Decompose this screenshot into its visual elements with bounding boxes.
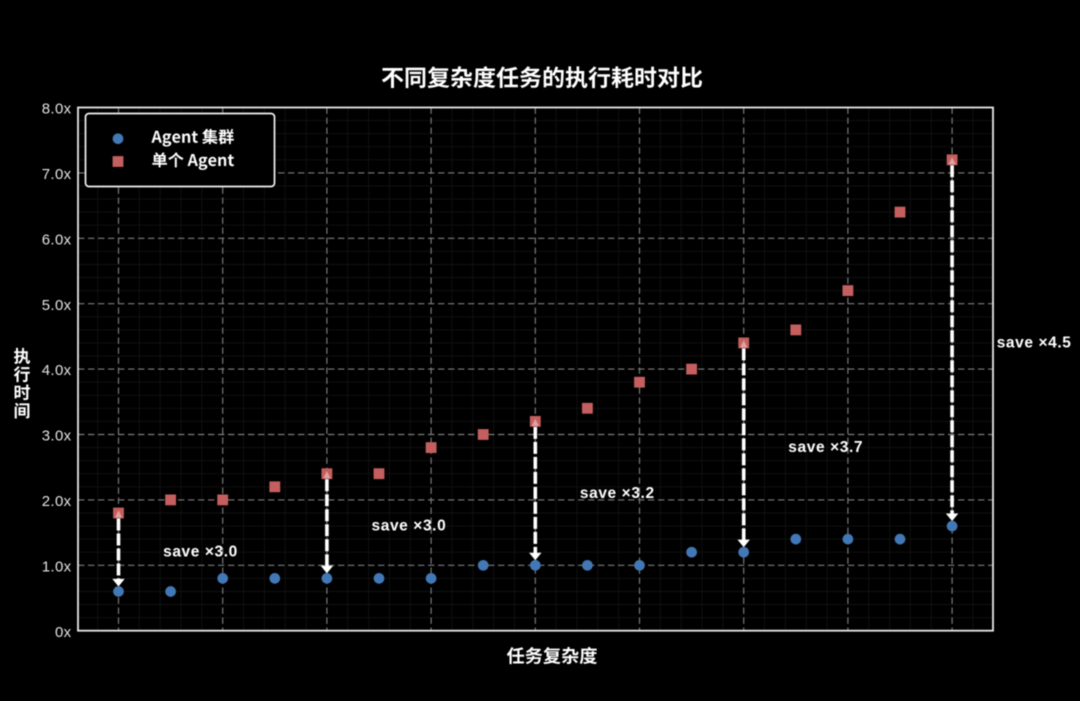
svg-text:4.0x: 4.0x — [42, 362, 72, 379]
svg-text:3.0x: 3.0x — [42, 428, 72, 445]
svg-text:7.0x: 7.0x — [42, 166, 72, 183]
svg-text:6.0x: 6.0x — [42, 231, 72, 248]
svg-text:save ×3.2: save ×3.2 — [580, 485, 655, 502]
svg-text:save ×3.0: save ×3.0 — [163, 544, 238, 561]
svg-text:2.0x: 2.0x — [42, 493, 72, 510]
svg-text:save ×3.0: save ×3.0 — [372, 518, 447, 535]
svg-text:5.0x: 5.0x — [42, 297, 72, 314]
svg-text:1.0x: 1.0x — [42, 558, 72, 575]
svg-text:8.0x: 8.0x — [42, 101, 72, 118]
svg-text:save ×3.7: save ×3.7 — [788, 439, 863, 456]
svg-text:0x: 0x — [55, 624, 72, 641]
svg-text:save ×4.5: save ×4.5 — [997, 334, 1072, 351]
